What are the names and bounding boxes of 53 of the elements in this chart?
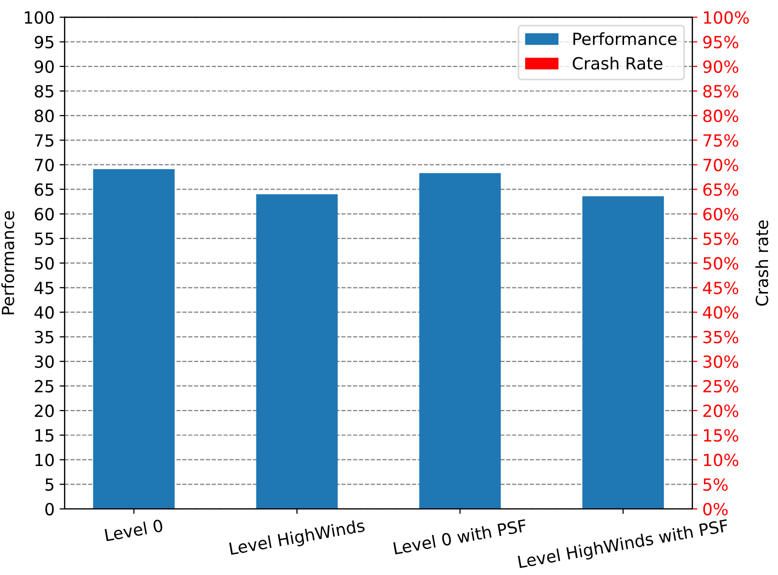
y-tick-label: 80 bbox=[34, 110, 54, 122]
y2-tick-label: 45% bbox=[702, 282, 738, 294]
x-tick-label: Level 0 with PSF bbox=[393, 518, 527, 555]
y2-tick-label: 80% bbox=[703, 110, 738, 122]
bar bbox=[256, 194, 338, 509]
y2-tick-label: 60% bbox=[703, 208, 738, 220]
y-tick-label: 55 bbox=[34, 232, 54, 246]
bar bbox=[93, 169, 175, 509]
y-tick-label: 75 bbox=[35, 134, 54, 147]
y2-tick-label: 15% bbox=[704, 429, 738, 442]
y-tick-label: 85 bbox=[34, 84, 54, 98]
y2-tick-label: 100% bbox=[704, 11, 749, 24]
y-tick-label: 20 bbox=[34, 404, 54, 418]
y2-tick-label: 70% bbox=[704, 158, 738, 172]
y-tick-label: 25 bbox=[34, 380, 54, 393]
y2-tick-label: 20% bbox=[703, 404, 738, 418]
bar bbox=[419, 173, 501, 509]
y2-tick-label: 55% bbox=[703, 232, 738, 246]
y2-tick-label: 5% bbox=[703, 478, 728, 491]
y-tick-label: 65 bbox=[34, 183, 54, 196]
y2-tick-label: 90% bbox=[703, 60, 738, 73]
y-tick-label: 35 bbox=[34, 330, 54, 344]
y2-tick-label: 95% bbox=[703, 36, 738, 48]
y-tick-label: 100 bbox=[24, 11, 54, 24]
y-axis-title: Performance bbox=[1, 211, 14, 314]
y-tick-label: 50 bbox=[34, 257, 54, 270]
y2-tick-label: 0% bbox=[703, 502, 728, 516]
y-tick-label: 70 bbox=[35, 158, 54, 172]
y2-tick-label: 10% bbox=[704, 454, 738, 466]
y-tick-label: 30 bbox=[34, 355, 54, 368]
y-tick-label: 90 bbox=[34, 60, 54, 73]
y2-tick-label: 25% bbox=[703, 380, 738, 393]
y2-tick-label: 65% bbox=[703, 183, 738, 196]
y-tick-label: 15 bbox=[35, 429, 54, 442]
bar bbox=[582, 196, 664, 509]
y2-tick-label: 75% bbox=[704, 134, 738, 147]
y-tick-label: 95 bbox=[34, 36, 54, 48]
y-tick-label: 45 bbox=[34, 282, 54, 294]
y2-tick-label: 35% bbox=[703, 330, 738, 344]
y2-tick-label: 85% bbox=[703, 84, 738, 98]
y2-tick-label: 30% bbox=[703, 355, 738, 368]
x-tick-label: Level HighWinds bbox=[229, 518, 366, 558]
y2-tick-label: 50% bbox=[703, 257, 738, 270]
legend-label: Crash Rate bbox=[572, 56, 662, 70]
y2-axis-title: Crash rate bbox=[755, 220, 768, 306]
x-tick-label: Level 0 bbox=[104, 518, 164, 542]
legend-label: Performance bbox=[573, 32, 677, 46]
y-tick-label: 5 bbox=[46, 478, 54, 491]
y-tick-label: 60 bbox=[34, 208, 54, 220]
y-tick-label: 40 bbox=[34, 306, 54, 319]
y-tick-label: 10 bbox=[35, 454, 54, 466]
y-tick-label: 0 bbox=[45, 502, 54, 516]
y2-tick-label: 40% bbox=[702, 306, 738, 319]
